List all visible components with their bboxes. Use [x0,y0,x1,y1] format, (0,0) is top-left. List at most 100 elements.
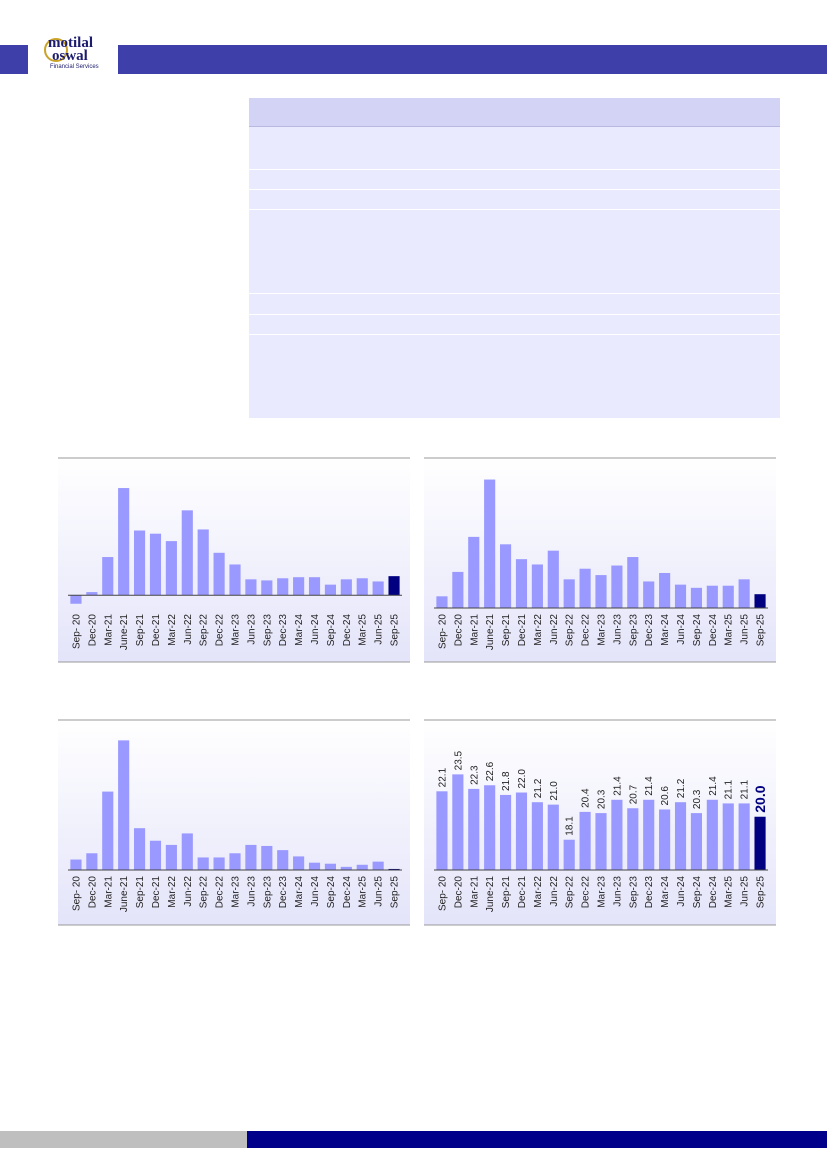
row-sep [249,209,780,210]
data-label: 21.8 [501,771,512,791]
x-tick-label: Dec-22 [581,614,592,647]
bar [165,844,177,870]
bar [738,803,750,870]
bar [134,828,146,870]
bar [722,803,734,870]
bar [388,576,400,596]
x-tick-label: Sep-21 [135,614,146,647]
x-tick-label: Mar-24 [660,614,671,646]
bar [436,791,448,870]
bar [643,581,655,608]
bar [547,804,559,870]
x-tick-label: June-21 [119,614,130,651]
data-label: 22.3 [469,765,480,785]
x-tick-label: Mar-22 [533,614,544,646]
x-tick-label: Jun-24 [310,614,321,645]
data-label: 20.3 [692,789,703,809]
data-label: 22.0 [517,769,528,789]
x-tick-label: Sep-25 [390,876,401,909]
bar [706,585,718,608]
header-tab [0,45,28,74]
bar [86,592,98,596]
x-tick-label: Sep-21 [501,876,512,909]
bar [340,579,352,596]
x-tick-label: Mar-21 [103,876,114,908]
x-tick-label: Jun-23 [246,614,257,645]
bar [118,740,130,870]
row-sep [249,189,780,190]
logo-line1: motilal [48,35,93,51]
x-tick-label: Sep-24 [326,614,337,647]
bar [118,488,130,596]
x-tick-label: Mar-23 [231,876,242,908]
row-sep [249,169,780,170]
bar [308,862,321,870]
x-tick-label: Dec-24 [708,876,719,909]
bar [484,479,496,608]
x-tick-label: Mar-25 [724,614,735,646]
bar [563,839,575,870]
bar [452,571,464,608]
bar [102,557,114,596]
x-tick-label: Dec-22 [215,614,226,647]
x-tick-label: Mar-22 [167,614,178,646]
x-tick-label: Dec-23 [278,614,289,647]
bar [181,833,193,870]
chart: Sep- 20 Dec-20 Mar-21 June-21 Sep-21 Dec-21 Ma… [58,719,410,926]
x-tick-label: Mar-24 [660,876,671,908]
x-tick-label: Mar-24 [294,614,305,646]
x-tick-label: Sep-24 [692,614,703,647]
bar [531,564,543,608]
bar [388,868,400,870]
x-tick-label: Jun-23 [246,876,257,907]
x-tick-label: Mar-21 [469,876,480,908]
table [249,98,780,418]
bar [579,811,591,870]
bar [324,584,336,596]
bar [356,864,368,870]
x-tick-label: Dec-22 [215,876,226,909]
x-tick-label: Dec-24 [342,876,353,909]
x-tick-label: Mar-25 [724,876,735,908]
bar [690,813,702,870]
bar [436,596,448,608]
x-tick-label: Mar-23 [231,614,242,646]
bar [547,550,559,608]
bar [531,802,543,870]
x-tick-label: Sep- 20 [71,876,82,911]
x-tick-label: Mar-25 [358,614,369,646]
logo-ring [44,38,68,62]
bar [372,861,384,870]
table-header [249,98,780,127]
x-tick-label: Sep-24 [692,876,703,909]
bar [500,544,512,608]
bar [627,557,639,608]
x-tick-label: Sep-25 [756,614,767,647]
bar [134,530,146,596]
bar [611,565,623,608]
x-tick-label: Jun-25 [374,614,385,645]
x-tick-label: Mar-21 [103,614,114,646]
bar [515,559,528,608]
x-tick-label: June-21 [485,876,496,913]
x-tick-label: Sep-22 [565,614,576,647]
x-tick-label: Mar-23 [597,876,608,908]
x-tick-label: Jun-24 [676,614,687,645]
x-tick-label: Dec-24 [708,614,719,647]
bar [213,857,225,870]
x-tick-label: Dec-23 [644,876,655,909]
bar [149,533,162,596]
x-tick-label: June-21 [119,876,130,913]
bar [277,850,289,870]
x-tick-label: Sep- 20 [71,614,82,649]
x-tick-label: Dec-21 [151,876,162,909]
footer-navy [247,1131,827,1148]
x-tick-label: Jun-24 [676,876,687,907]
bar [372,581,384,596]
bar [245,844,257,870]
row-sep [249,314,780,315]
x-tick-label: Sep-22 [199,614,210,647]
bar [595,813,607,870]
